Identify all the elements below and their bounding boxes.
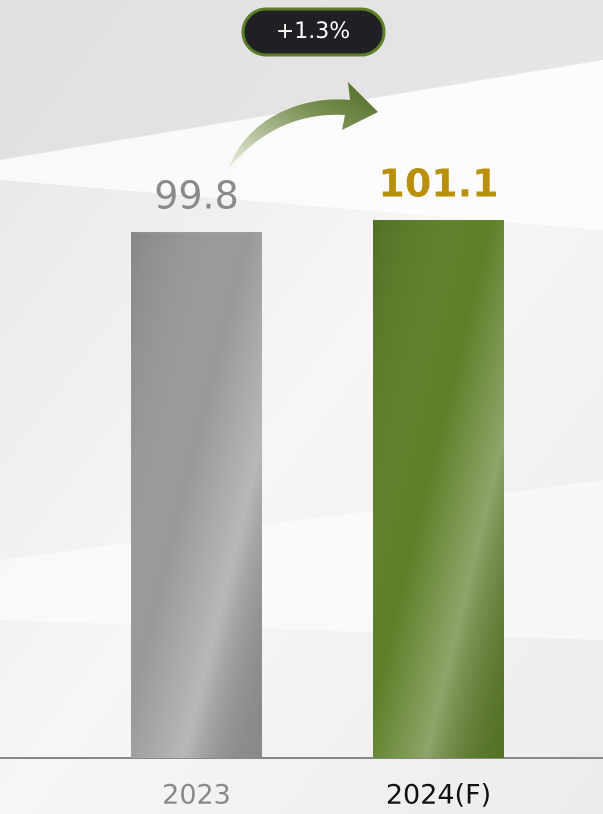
x-tick-label: 2023 xyxy=(162,780,231,811)
annotation-badge xyxy=(241,7,386,57)
background-shape xyxy=(0,0,603,160)
value-label: 99.8 xyxy=(154,174,239,218)
x-tick-label: 2024(F) xyxy=(386,780,491,811)
value-label: 101.1 xyxy=(378,162,498,206)
bar-sheen xyxy=(131,232,262,759)
background-shape xyxy=(0,60,603,230)
growth-arrow xyxy=(228,82,378,170)
bar-sheen xyxy=(373,220,504,758)
annotation: +1.3% xyxy=(276,19,350,44)
